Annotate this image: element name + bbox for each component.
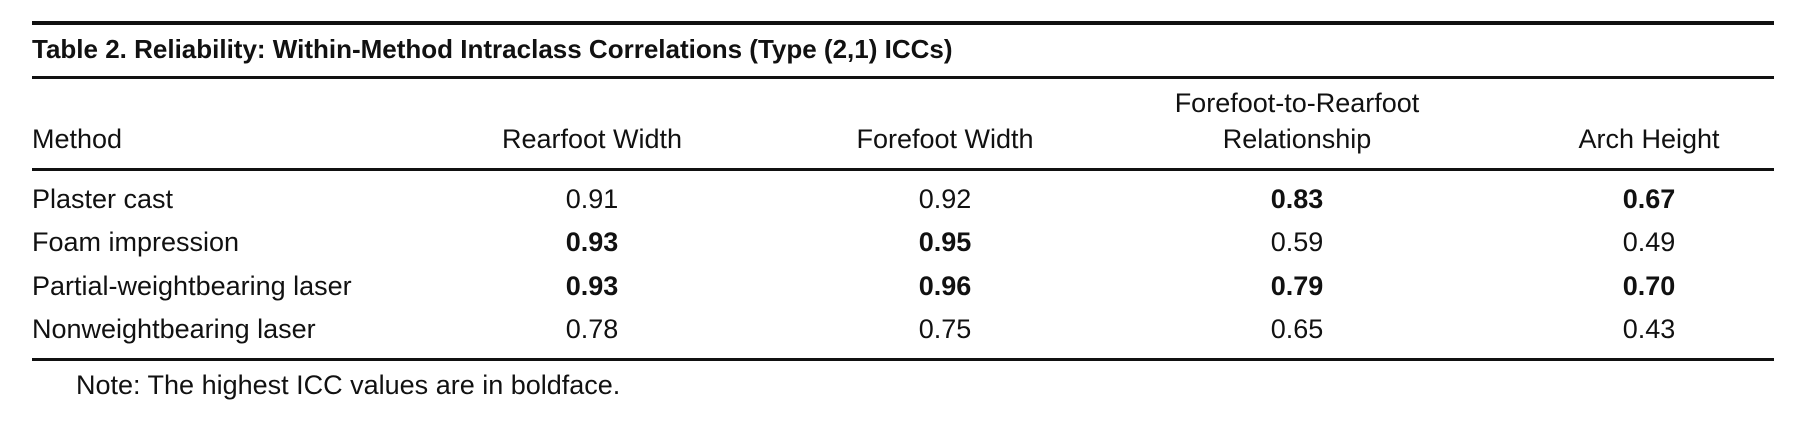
table-cell: 0.67 (1622, 184, 1676, 214)
table-cell: 0.93 (565, 271, 619, 301)
table-cell: 0.43 (1622, 314, 1676, 344)
row-label: Foam impression (32, 227, 240, 257)
table-cell: 0.70 (1622, 271, 1676, 301)
column-header: Method (32, 124, 123, 154)
column-header: Forefoot Width (856, 124, 1034, 154)
row-label: Partial-weightbearing laser (32, 271, 352, 301)
table-cell: 0.59 (1270, 227, 1324, 257)
table-cell: 0.92 (918, 184, 972, 214)
title-rule (32, 76, 1774, 79)
table-cell: 0.75 (918, 314, 972, 344)
column-header: Arch Height (1578, 124, 1720, 154)
table-title: Table 2. Reliability: Within-Method Intr… (32, 34, 953, 64)
table-note: Note: The highest ICC values are in bold… (76, 370, 621, 400)
table-cell: 0.79 (1270, 271, 1324, 301)
header-rule (32, 168, 1774, 171)
column-header: Forefoot-to-Rearfoot Relationship (1174, 88, 1420, 154)
row-label: Plaster cast (32, 184, 174, 214)
bottom-rule (32, 358, 1774, 361)
table-cell: 0.65 (1270, 314, 1324, 344)
table-cell: 0.83 (1270, 184, 1324, 214)
top-rule (32, 21, 1774, 25)
table-cell: 0.91 (565, 184, 619, 214)
table-cell: 0.78 (565, 314, 619, 344)
row-label: Nonweightbearing laser (32, 314, 316, 344)
table-cell: 0.49 (1622, 227, 1676, 257)
table-cell: 0.93 (565, 227, 619, 257)
column-header: Rearfoot Width (501, 124, 683, 154)
table-cell: 0.95 (918, 227, 972, 257)
table-cell: 0.96 (918, 271, 972, 301)
